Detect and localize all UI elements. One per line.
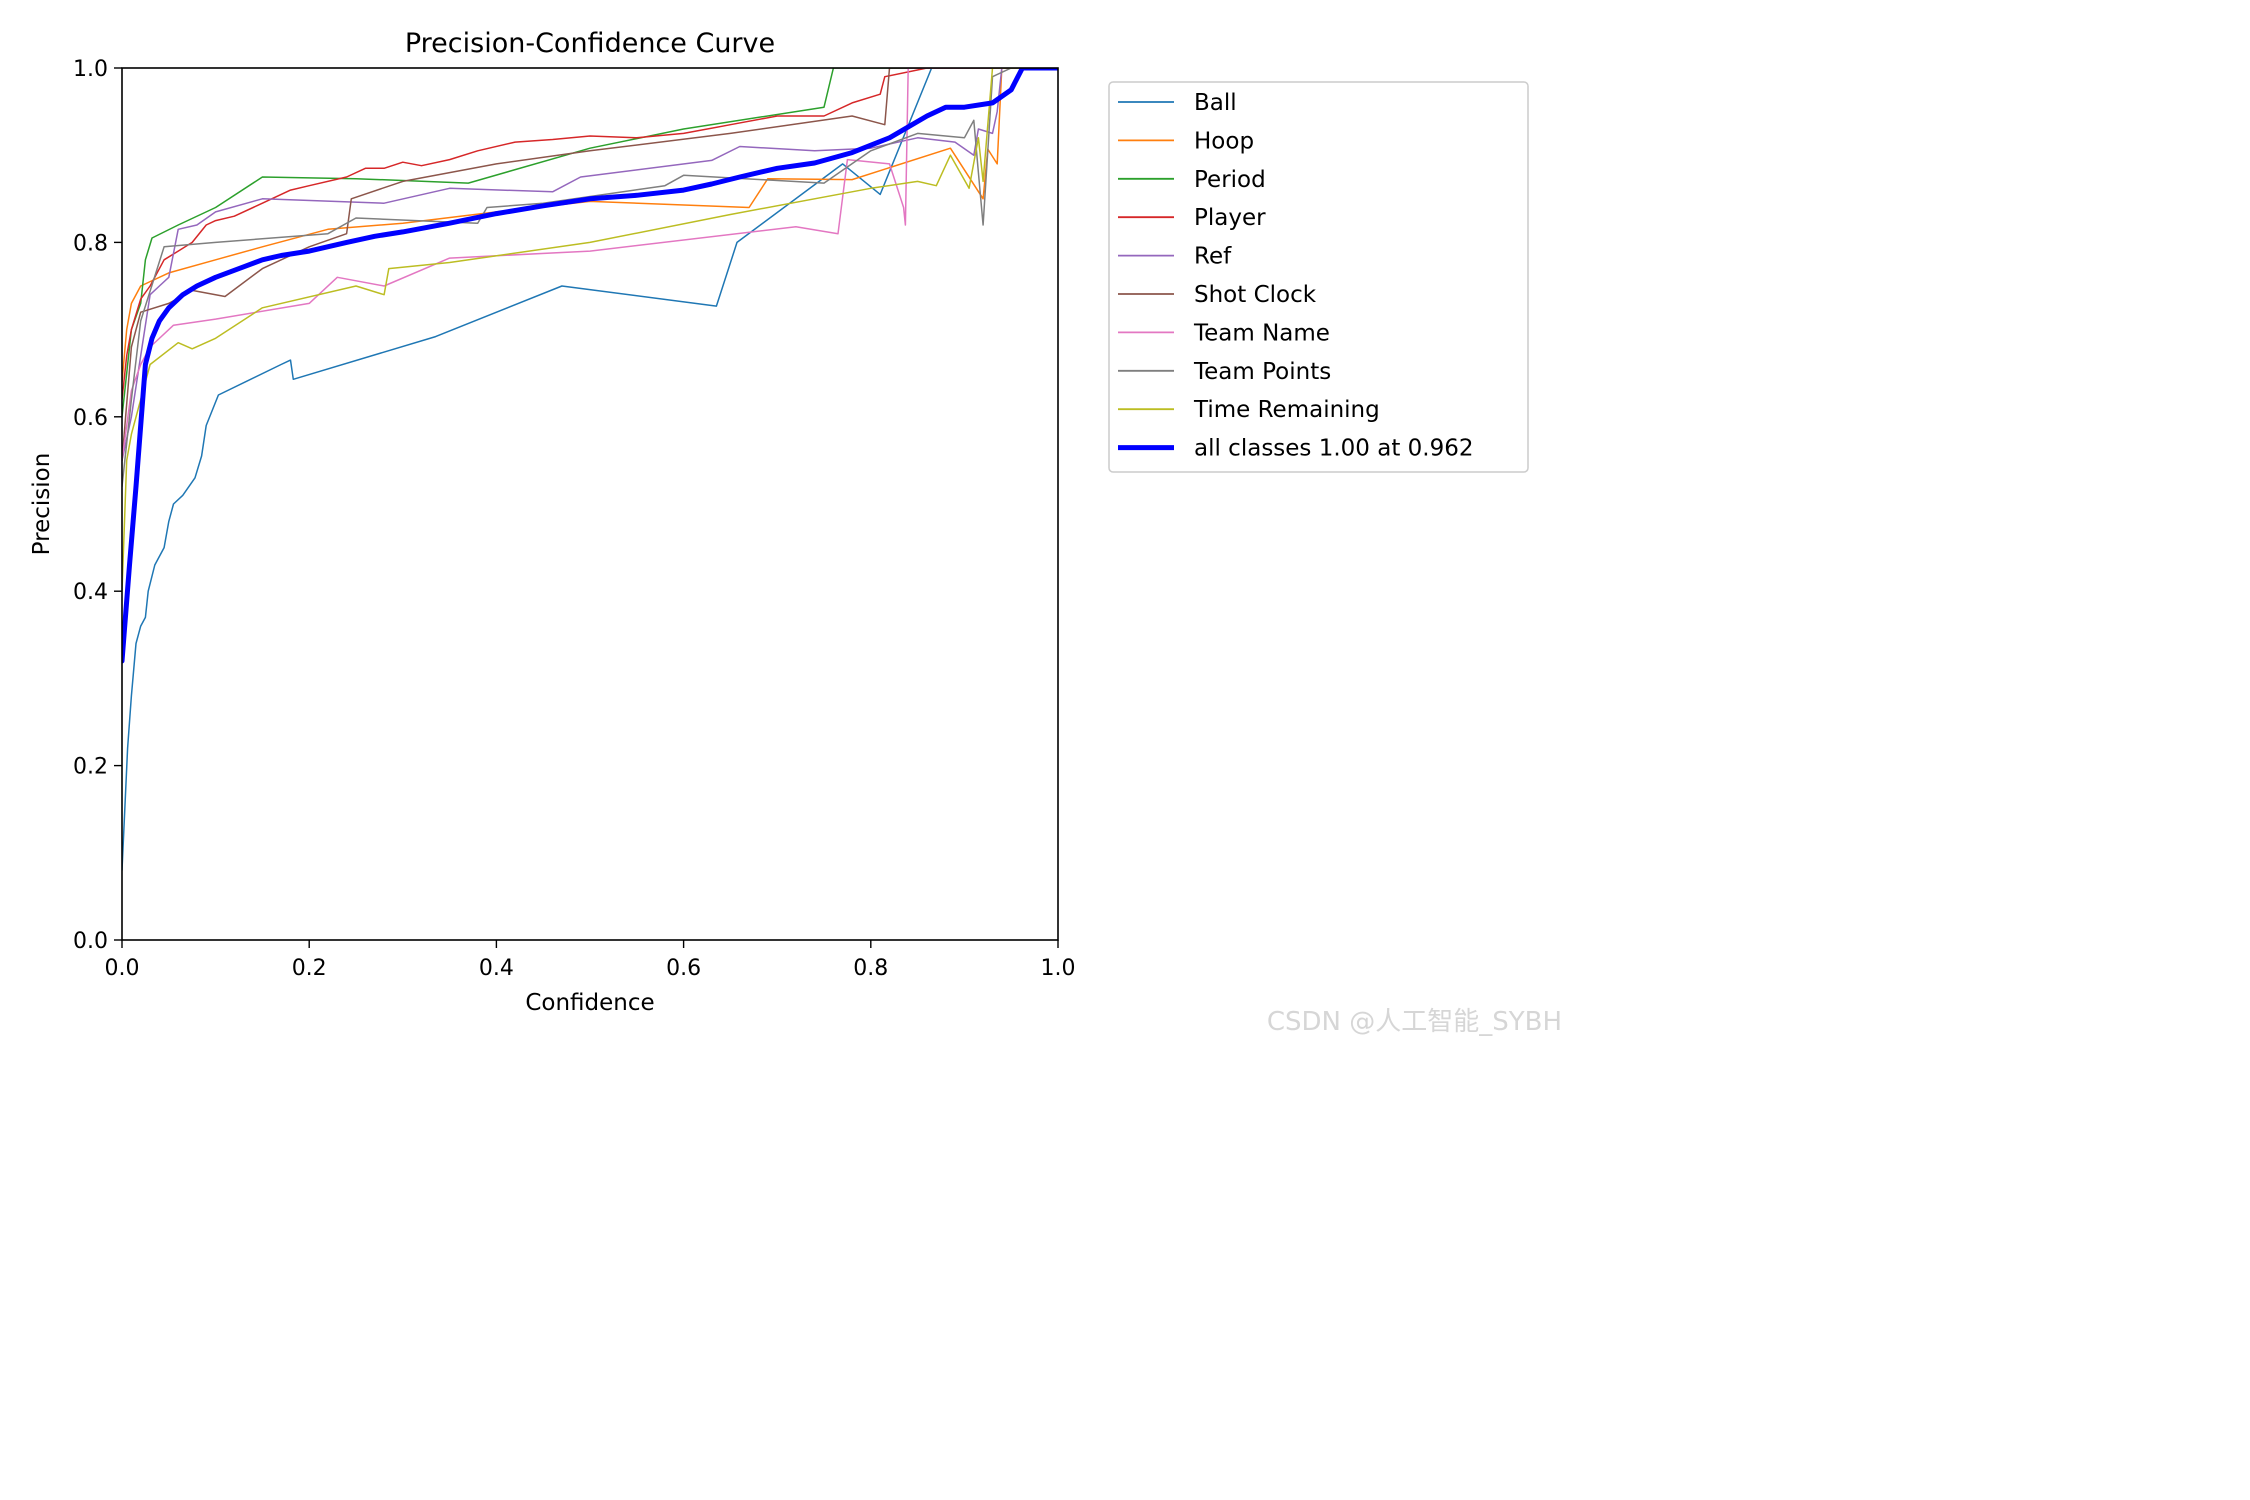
series-line-4 xyxy=(122,68,1058,462)
legend-label: Ball xyxy=(1194,90,1237,116)
legend-label: Player xyxy=(1194,205,1266,231)
series-line-8 xyxy=(122,68,1058,592)
series-line-3 xyxy=(122,68,1058,401)
y-tick-label: 0.8 xyxy=(73,231,108,256)
x-axis-ticks: 0.0 0.2 0.4 0.6 0.8 1.0 xyxy=(105,940,1076,981)
legend-label: Team Points xyxy=(1193,359,1331,385)
series-line-1 xyxy=(122,68,1058,383)
series-line-9 xyxy=(122,68,1058,664)
legend-label: Period xyxy=(1194,167,1266,193)
watermark: CSDN @人工智能_SYBH xyxy=(1267,1007,1562,1037)
y-axis-label: Precision xyxy=(29,453,55,556)
chart-title: Precision-Confidence Curve xyxy=(405,28,775,59)
y-tick-label: 0.6 xyxy=(73,406,108,431)
x-tick-label: 0.0 xyxy=(105,956,140,981)
legend-box xyxy=(1108,81,1529,473)
x-tick-label: 0.4 xyxy=(479,956,514,981)
y-axis-ticks: 0.0 0.2 0.4 0.6 0.8 1.0 xyxy=(73,57,122,954)
series-lines xyxy=(122,68,1058,871)
series-line-6 xyxy=(122,68,1058,462)
y-tick-label: 1.0 xyxy=(73,57,108,82)
x-tick-label: 0.6 xyxy=(666,956,701,981)
y-tick-label: 0.0 xyxy=(73,929,108,954)
x-tick-label: 0.2 xyxy=(292,956,327,981)
legend: Ball Hoop Period Player Ref Shot Clock Team Na… xyxy=(1108,81,1529,473)
series-line-2 xyxy=(122,68,1058,418)
legend-label: Shot Clock xyxy=(1194,282,1317,308)
series-line-0 xyxy=(122,68,1058,871)
series-line-5 xyxy=(122,68,1058,462)
legend-label: Ref xyxy=(1194,244,1232,270)
series-line-7 xyxy=(122,68,1058,488)
legend-label: Team Name xyxy=(1193,320,1330,346)
legend-label: Time Remaining xyxy=(1193,397,1380,423)
legend-label: all classes 1.00 at 0.962 xyxy=(1194,436,1474,462)
legend-label: Hoop xyxy=(1194,128,1254,154)
plot-frame xyxy=(121,67,1059,941)
precision-confidence-chart: Precision-Confidence Curve 0.0 0.2 0.4 0.6 0… xyxy=(29,28,1562,1037)
x-tick-label: 0.8 xyxy=(853,956,888,981)
y-tick-label: 0.2 xyxy=(73,755,108,780)
y-tick-label: 0.4 xyxy=(73,580,108,605)
x-tick-label: 1.0 xyxy=(1041,956,1076,981)
x-axis-label: Confidence xyxy=(525,990,654,1016)
